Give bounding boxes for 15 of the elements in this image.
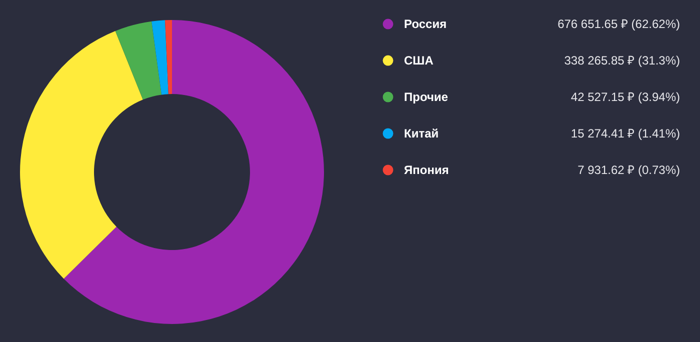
legend-label: США: [404, 54, 434, 68]
data-label: 42 527.15 ₽ (3.94%): [570, 90, 680, 104]
data-label: 338 265.85 ₽ (31.3%): [564, 54, 680, 68]
data-label: 676 651.65 ₽ (62.62%): [558, 17, 680, 32]
data-label: 15 274.41 ₽ (1.41%): [570, 126, 680, 141]
data-label: 7 931.62 ₽ (0.73%): [578, 162, 680, 177]
legend-label: Китай: [404, 126, 439, 141]
legend-label: Прочие: [404, 90, 448, 104]
legend-label: Япония: [404, 162, 449, 177]
donut-slice: [20, 30, 143, 279]
donut-slice: [115, 21, 162, 100]
legend-label: Россия: [404, 17, 447, 32]
donut-slice: [152, 20, 168, 95]
donut-slice: [64, 20, 324, 324]
donut-slice: [164, 20, 172, 94]
